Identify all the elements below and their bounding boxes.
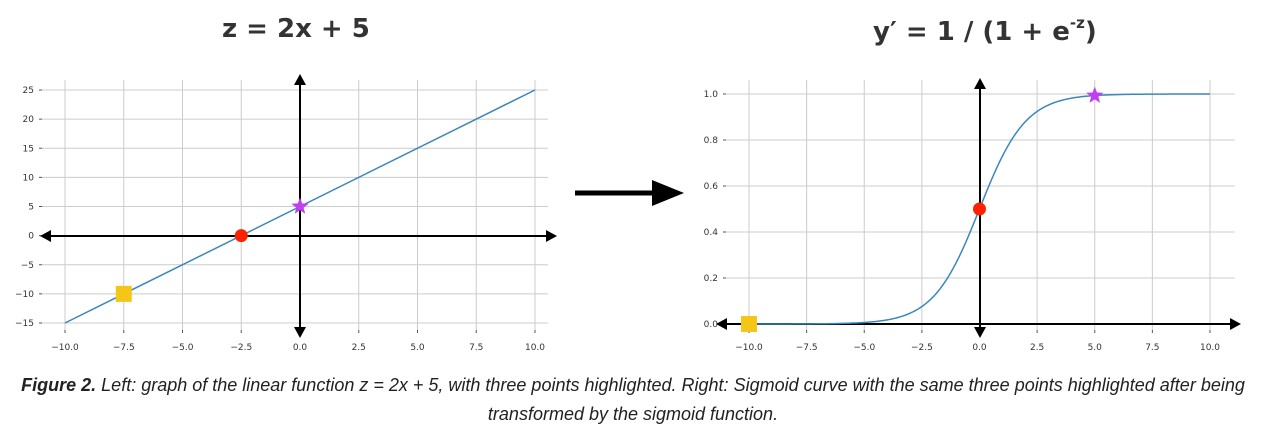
y-tick-label: 0: [28, 232, 34, 242]
x-tick-label: −5.0: [172, 343, 194, 353]
transform-arrow-icon: [575, 180, 684, 206]
x-axis-arrow-right: [1230, 318, 1241, 330]
x-tick-label: −10.0: [51, 343, 79, 353]
x-axis-arrow-right: [546, 230, 557, 242]
x-tick-label: −7.5: [113, 343, 135, 353]
x-tick-label: −2.5: [230, 343, 252, 353]
arrow-head: [652, 180, 684, 206]
x-tick-label: 2.5: [1030, 343, 1044, 353]
point-square: [115, 285, 132, 302]
x-tick-label: 5.0: [1088, 343, 1103, 353]
y-axis-arrow-down: [294, 327, 306, 338]
x-axis-arrow-left: [40, 230, 51, 242]
right-title-suffix: ): [1084, 17, 1097, 47]
x-tick-label: −2.5: [911, 343, 933, 353]
caption-label: Figure 2.: [21, 375, 97, 395]
left-chart: −10.0 −7.5 −5.0 −2.5 0.0 2.5 5.0 7.5 10.0 −15 −10 −…: [15, 74, 557, 353]
y-axis-arrow-up: [974, 78, 986, 89]
y-axis-arrow-up: [294, 74, 306, 85]
x-tick-label: 7.5: [1145, 343, 1159, 353]
caption-text: Left: graph of the linear function z = 2…: [101, 375, 1245, 424]
x-tick-label: 0.0: [293, 343, 308, 353]
x-tick-label: 10.0: [1200, 343, 1220, 353]
point-square: [741, 315, 757, 332]
right-title-exponent: -z: [1069, 14, 1085, 32]
figure-caption: Figure 2. Left: graph of the linear func…: [0, 371, 1266, 429]
y-tick-label: 15: [23, 144, 34, 154]
charts-canvas: −10.0 −7.5 −5.0 −2.5 0.0 2.5 5.0 7.5 10.0 −15 −10 −…: [15, 74, 1241, 353]
y-tick-label: −10: [15, 290, 34, 300]
right-chart-title: y′ = 1 / (1 + e-z): [873, 14, 1097, 47]
y-tick-label: 0.2: [704, 274, 718, 284]
y-axis-arrow-down: [974, 327, 986, 338]
y-tick-label: 0.8: [704, 136, 719, 146]
x-tick-label: 7.5: [469, 343, 483, 353]
y-tick-label: 0.6: [704, 182, 719, 192]
x-tick-label: −7.5: [796, 343, 818, 353]
point-circle: [234, 229, 248, 243]
x-tick-label: 10.0: [525, 343, 545, 353]
y-tick-label: −5: [21, 261, 34, 271]
x-tick-label: 0.0: [972, 343, 987, 353]
x-tick-label: −10.0: [735, 343, 763, 353]
y-tick-label: −15: [15, 319, 34, 329]
y-tick-label: 5: [28, 203, 34, 213]
left-chart-title: z = 2x + 5: [222, 14, 370, 44]
point-star: [291, 197, 309, 214]
point-circle: [973, 202, 986, 216]
right-title-prefix: y′ = 1 / (1 + e: [873, 17, 1070, 47]
x-axis-arrow-left: [716, 318, 727, 330]
y-tick-label: 10: [23, 173, 35, 183]
x-tick-label: −5.0: [853, 343, 875, 353]
y-tick-label: 20: [23, 115, 35, 125]
point-star: [1086, 86, 1104, 103]
right-chart: −10.0 −7.5 −5.0 −2.5 0.0 2.5 5.0 7.5 10.0 0.0 0.2 0…: [704, 78, 1241, 353]
y-tick-label: 25: [23, 86, 34, 96]
y-tick-label: 0.4: [704, 228, 719, 238]
x-tick-label: 5.0: [410, 343, 425, 353]
x-tick-label: 2.5: [352, 343, 366, 353]
y-tick-label: 0.0: [704, 320, 719, 330]
y-tick-label: 1.0: [704, 90, 719, 100]
